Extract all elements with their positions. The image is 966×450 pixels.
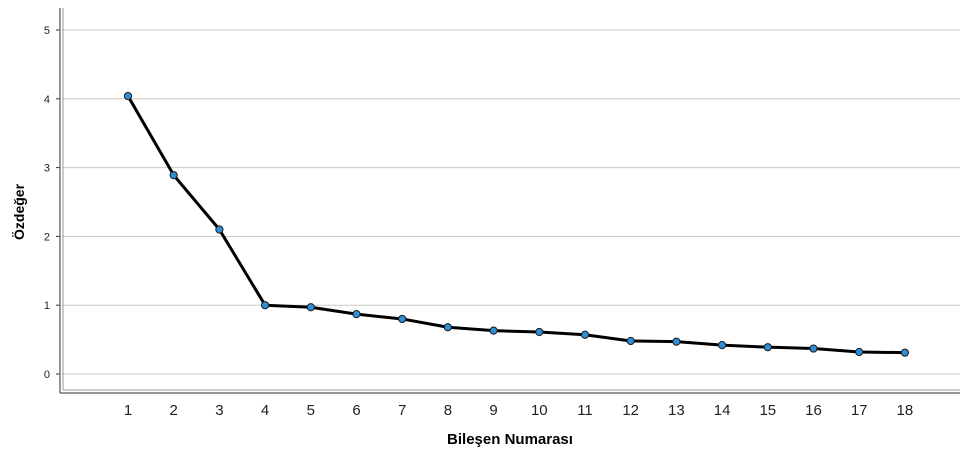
data-point (535, 327, 544, 337)
x-tick-label: 9 (489, 402, 497, 419)
x-tick-label: 6 (352, 402, 360, 419)
y-tick-label: 1 (44, 300, 50, 312)
y-tick-labels: 0 1 2 3 4 5 (44, 25, 50, 381)
x-tick-label: 15 (759, 402, 776, 419)
x-tick-label: 5 (307, 402, 315, 419)
x-tick-label: 8 (444, 402, 452, 419)
data-point (352, 310, 361, 319)
data-point (763, 343, 772, 352)
y-axis-title: Özdeğer (11, 183, 27, 240)
series-layer (123, 91, 910, 357)
axes (56, 8, 960, 394)
data-point (718, 341, 727, 350)
y-tick-label: 5 (44, 25, 50, 37)
x-tick-label: 16 (805, 402, 822, 419)
data-point (626, 336, 635, 346)
x-tick-labels: 1 2 3 4 5 6 7 8 9 10 11 12 13 14 15 16 17 18 (124, 402, 913, 419)
data-point (123, 91, 133, 101)
x-tick-label: 12 (622, 402, 639, 419)
x-tick-label: 1 (124, 402, 132, 419)
x-tick-label: 11 (577, 402, 593, 419)
data-point (672, 337, 681, 346)
data-point (306, 303, 315, 312)
data-point (169, 171, 178, 180)
x-axis-title: Bileşen Numarası (447, 431, 573, 448)
y-tick-label: 2 (44, 231, 50, 243)
x-tick-label: 14 (714, 402, 731, 419)
x-tick-label: 18 (897, 402, 914, 419)
data-point (261, 301, 270, 310)
data-point (855, 347, 864, 357)
x-tick-label: 7 (398, 402, 406, 419)
data-point (900, 348, 910, 357)
data-point (398, 314, 407, 324)
x-tick-label: 17 (851, 402, 868, 419)
x-tick-label: 3 (215, 402, 223, 419)
gridlines (62, 29, 960, 375)
y-tick-label: 0 (44, 369, 50, 381)
data-point (580, 330, 590, 339)
data-point (215, 225, 224, 234)
x-tick-label: 10 (531, 402, 548, 419)
x-tick-label: 4 (261, 402, 269, 419)
data-point (443, 323, 452, 332)
series-line (126, 95, 905, 355)
y-tick-label: 4 (44, 94, 50, 106)
data-point (489, 326, 498, 335)
x-tick-label: 2 (170, 402, 178, 419)
x-tick-label: 13 (668, 402, 685, 419)
y-tick-label: 3 (44, 163, 50, 175)
data-point (809, 344, 818, 353)
